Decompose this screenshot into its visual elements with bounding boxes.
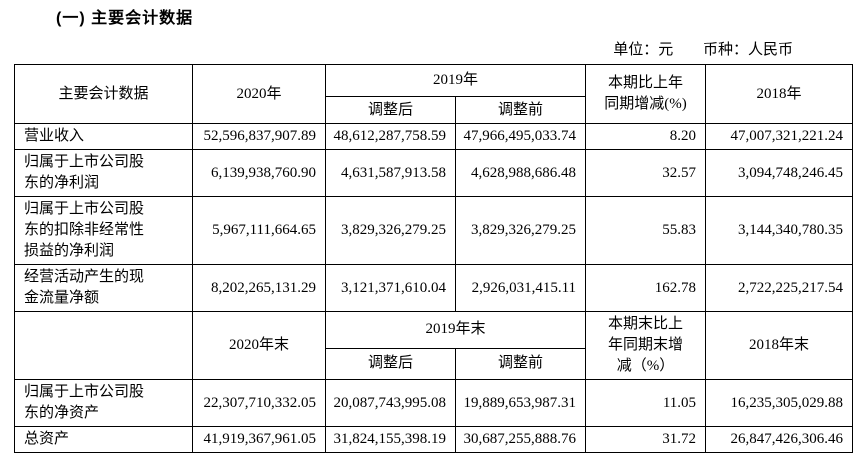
key-accounting-data-table: 主要会计数据 2020年 2019年 本期比上年 同期增减(%) 2018年 调…: [14, 64, 854, 453]
row-metric-label: 经营活动产生的现 金流量净额: [14, 264, 193, 312]
table-header-annual: 主要会计数据 2020年 2019年 本期比上年 同期增减(%) 2018年 调…: [14, 64, 854, 124]
header-metric-label-empty: [14, 311, 193, 380]
row-value: 162.78: [585, 264, 707, 312]
row-value: 48,612,287,758.59: [325, 123, 456, 150]
header-row-top: 主要会计数据 2020年 2019年 本期比上年 同期增减(%) 2018年: [14, 64, 854, 124]
row-value: 4,631,587,913.58: [325, 149, 456, 197]
table-row: 营业收入 52,596,837,907.89 48,612,287,758.59 47…: [14, 123, 854, 150]
row-value: 19,889,653,987.31: [454, 379, 587, 427]
header-adjusted: 调整后: [325, 96, 456, 124]
table-row: 经营活动产生的现 金流量净额 8,202,265,131.29 3,121,371,…: [14, 264, 854, 312]
row-value: 41,919,367,961.05: [192, 426, 326, 453]
header-year-end-2019-group: 2019年末: [324, 311, 587, 349]
table-row: 总资产 41,919,367,961.05 31,824,155,398.19 30,…: [14, 426, 854, 453]
annual-report-page: (一) 主要会计数据 单位：元 币种：人民币 主要会计数据 2020年 2019…: [0, 4, 859, 471]
row-value: 31,824,155,398.19: [325, 426, 456, 453]
header-row-top: 2020年末 2019年末 本期末比上 年同期末增 减（%） 2018年末: [14, 311, 854, 380]
row-value: 3,094,748,246.45: [705, 149, 854, 197]
table-row: 归属于上市公司股 东的扣除非经常性 损益的净利润 5,967,111,664.65…: [14, 196, 854, 265]
header-year-end-2018: 2018年末: [705, 311, 854, 380]
unit-currency-note: 单位：元 币种：人民币: [0, 38, 859, 58]
header-year-2020: 2020年: [192, 64, 326, 124]
header-year-2019-group: 2019年: [324, 64, 587, 97]
row-value: 26,847,426,306.46: [705, 426, 854, 453]
header-year-2018: 2018年: [705, 64, 854, 124]
header-pre-adjustment: 调整前: [454, 96, 587, 124]
row-metric-label: 总资产: [14, 426, 193, 453]
row-value: 47,007,321,221.24: [705, 123, 854, 150]
row-value: 3,829,326,279.25: [454, 196, 587, 265]
row-value: 4,628,988,686.48: [454, 149, 587, 197]
row-value: 2,722,225,217.54: [705, 264, 854, 312]
row-value: 3,121,371,610.04: [325, 264, 456, 312]
table-body-balance-sheet: 归属于上市公司股 东的净资产 22,307,710,332.05 20,087,74…: [14, 379, 854, 453]
table-row: 归属于上市公司股 东的净利润 6,139,938,760.90 4,631,587,…: [14, 149, 854, 197]
section-title: (一) 主要会计数据: [56, 10, 194, 27]
unit-label: 单位：元: [613, 42, 674, 58]
table-header-year-end: 2020年末 2019年末 本期末比上 年同期末增 减（%） 2018年末 调整…: [14, 311, 854, 381]
table-body-operations: 营业收入 52,596,837,907.89 48,612,287,758.59 47…: [14, 123, 854, 312]
header-row-sub: 调整后 调整前: [15, 96, 853, 124]
table-row: 归属于上市公司股 东的净资产 22,307,710,332.05 20,087,74…: [14, 379, 854, 427]
row-value: 8,202,265,131.29: [192, 264, 326, 312]
header-yoy-change: 本期比上年 同期增减(%): [585, 64, 707, 124]
row-value: 47,966,495,033.74: [454, 123, 587, 150]
row-value: 6,139,938,760.90: [192, 149, 326, 197]
row-metric-label: 营业收入: [14, 123, 193, 150]
row-value: 30,687,255,888.76: [454, 426, 587, 453]
header-metric-label: 主要会计数据: [14, 64, 193, 124]
header-pre-adjustment: 调整前: [454, 347, 587, 381]
row-value: 52,596,837,907.89: [192, 123, 326, 150]
row-value: 31.72: [585, 426, 707, 453]
row-metric-label: 归属于上市公司股 东的净利润: [14, 149, 193, 197]
row-value: 22,307,710,332.05: [192, 379, 326, 427]
row-value: 32.57: [585, 149, 707, 197]
row-value: 3,144,340,780.35: [705, 196, 854, 265]
currency-label: 币种：人民币: [702, 42, 793, 58]
row-value: 16,235,305,029.88: [705, 379, 854, 427]
row-value: 55.83: [585, 196, 707, 265]
row-metric-label: 归属于上市公司股 东的扣除非经常性 损益的净利润: [14, 196, 193, 265]
row-value: 2,926,031,415.11: [454, 264, 587, 312]
header-row-sub: 调整后 调整前: [15, 347, 853, 381]
header-adjusted: 调整后: [325, 347, 456, 381]
header-year-end-2020: 2020年末: [192, 311, 326, 380]
header-year-end-change: 本期末比上 年同期末增 减（%）: [585, 311, 707, 380]
row-value: 20,087,743,995.08: [325, 379, 456, 427]
row-value: 5,967,111,664.65: [192, 196, 326, 265]
row-value: 11.05: [585, 379, 707, 427]
row-metric-label: 归属于上市公司股 东的净资产: [14, 379, 193, 427]
row-value: 3,829,326,279.25: [325, 196, 456, 265]
row-value: 8.20: [585, 123, 707, 150]
